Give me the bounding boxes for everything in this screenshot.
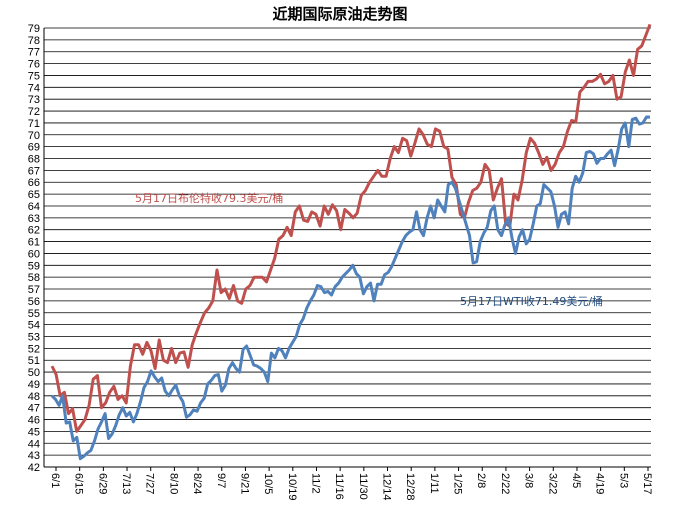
- x-tick-label: 5/17: [641, 473, 653, 494]
- x-tick-label: 9/21: [238, 473, 250, 494]
- x-tick-label: 7/13: [120, 473, 132, 494]
- x-tick-label: 2/22: [499, 473, 511, 494]
- y-tick-label: 71: [28, 118, 40, 130]
- y-tick-label: 46: [28, 415, 40, 427]
- x-tick-label: 10/5: [262, 473, 274, 494]
- x-tick-label: 2/8: [475, 473, 487, 488]
- y-tick-label: 48: [28, 391, 40, 403]
- x-tick-label: 3/8: [523, 473, 535, 488]
- y-tick-label: 42: [28, 462, 40, 474]
- x-tick-label: 1/25: [452, 473, 464, 494]
- y-tick-label: 54: [28, 320, 40, 332]
- x-tick-label: 7/27: [144, 473, 156, 494]
- gridlines: [44, 27, 651, 468]
- y-tick-label: 69: [28, 142, 40, 154]
- y-tick-label: 45: [28, 426, 40, 438]
- y-tick-label: 59: [28, 260, 40, 272]
- y-tick-label: 63: [28, 213, 40, 225]
- y-tick-label: 43: [28, 450, 40, 462]
- brent-annotation: 5月17日布伦特收79.3美元/桶: [135, 191, 283, 205]
- chart-title: 近期国际原油走势图: [272, 5, 407, 23]
- x-tick-label: 4/19: [594, 473, 606, 494]
- x-tick-label: 6/1: [49, 473, 61, 488]
- x-axis-ticks: 6/1 6/15 6/29 7/13 7/27 8/10 8/24 9/7 9/21 10/5 10…: [49, 467, 653, 501]
- x-tick-label: 12/14: [381, 473, 393, 501]
- series-layer: [50, 23, 652, 461]
- wti-annotation: 5月17日WTI收71.49美元/桶: [460, 294, 603, 308]
- y-tick-label: 72: [28, 106, 40, 118]
- y-tick-label: 60: [28, 248, 40, 260]
- x-tick-label: 6/29: [96, 473, 108, 494]
- x-tick-label: 9/7: [215, 473, 227, 488]
- x-tick-label: 8/24: [191, 473, 203, 494]
- y-tick-label: 52: [28, 343, 40, 355]
- x-tick-label: 10/19: [286, 473, 298, 501]
- x-tick-label: 5/3: [617, 473, 629, 488]
- x-tick-label: 1/11: [428, 473, 440, 494]
- y-tick-label: 49: [28, 379, 40, 391]
- x-tick-label: 8/10: [167, 473, 179, 494]
- x-tick-label: 11/30: [357, 473, 369, 500]
- y-tick-label: 51: [28, 355, 40, 367]
- y-tick-label: 55: [28, 308, 40, 320]
- x-tick-label: 4/5: [570, 473, 582, 488]
- y-tick-label: 53: [28, 331, 40, 343]
- y-tick-label: 75: [28, 70, 40, 82]
- y-tick-label: 50: [28, 367, 40, 379]
- y-tick-label: 66: [28, 177, 40, 189]
- wti-series-line: [50, 115, 651, 461]
- y-tick-label: 44: [28, 438, 40, 450]
- brent-series-line: [50, 23, 652, 433]
- x-tick-label: 11/16: [333, 473, 345, 500]
- x-tick-label: 3/22: [546, 473, 558, 494]
- y-tick-label: 65: [28, 189, 40, 201]
- x-tick-label: 11/2: [309, 473, 321, 494]
- y-tick-label: 67: [28, 165, 40, 177]
- y-tick-label: 57: [28, 284, 40, 296]
- y-tick-label: 76: [28, 59, 40, 71]
- y-tick-label: 61: [28, 237, 40, 249]
- y-tick-label: 62: [28, 225, 40, 237]
- y-axis-ticks: 4243444546474849505152535455565758596061…: [28, 23, 40, 474]
- y-tick-label: 73: [28, 94, 40, 106]
- x-tick-label: 12/28: [404, 473, 416, 501]
- y-tick-label: 47: [28, 403, 40, 415]
- y-tick-label: 77: [28, 47, 40, 59]
- y-tick-label: 58: [28, 272, 40, 284]
- x-tick-label: 6/15: [73, 473, 85, 494]
- y-tick-label: 74: [28, 82, 40, 94]
- y-tick-label: 79: [28, 23, 40, 35]
- y-tick-label: 56: [28, 296, 40, 308]
- y-tick-label: 70: [28, 130, 40, 142]
- y-tick-label: 64: [28, 201, 40, 213]
- y-tick-label: 78: [28, 35, 40, 47]
- y-tick-label: 68: [28, 154, 40, 166]
